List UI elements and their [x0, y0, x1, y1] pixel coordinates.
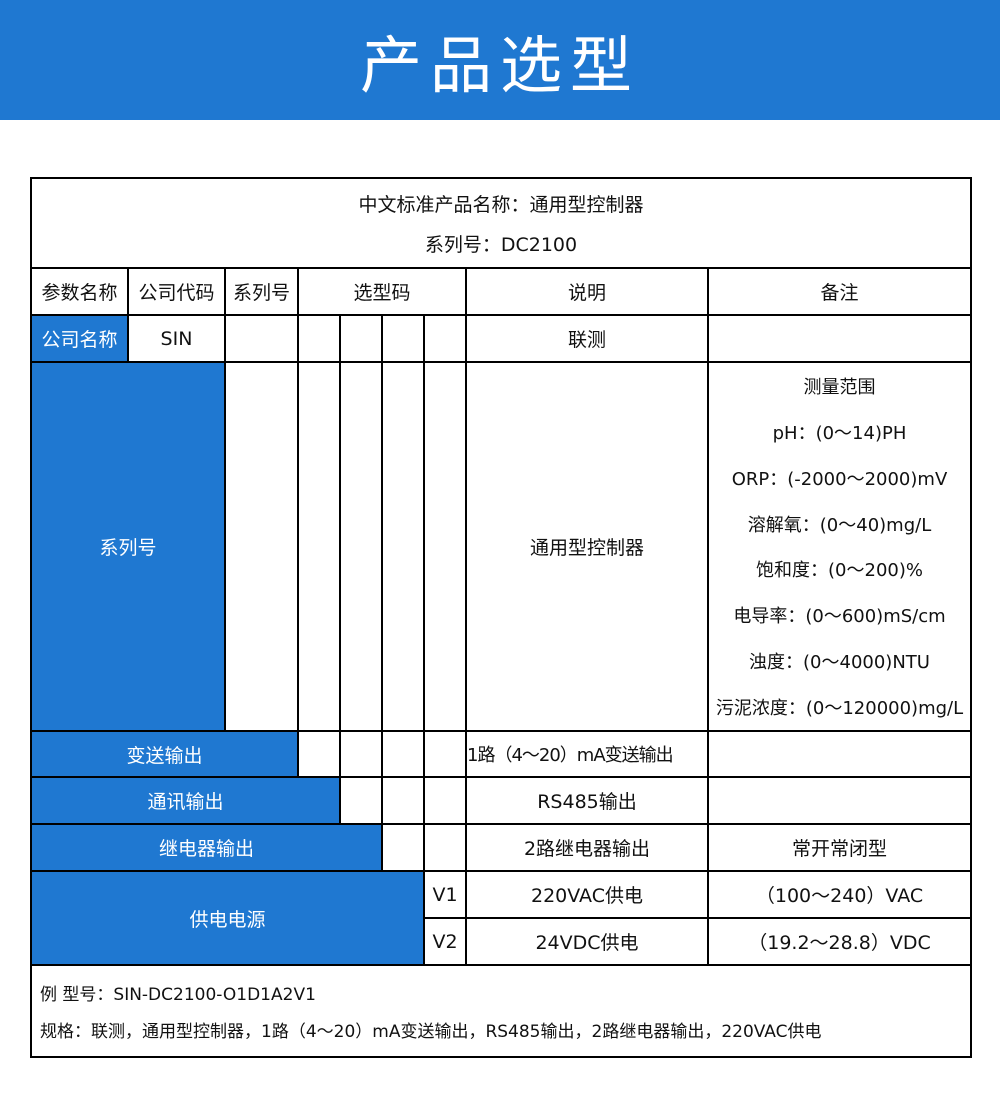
series-line: 系列号：DC2100 [424, 233, 578, 256]
empty-cell [297, 361, 341, 732]
table-title-cell: 中文标准产品名称：通用型控制器 系列号：DC2100 [30, 177, 972, 269]
example-spec: 规格：联测，通用型控制器，1路（4～20）mA变送输出，RS485输出，2路继电… [40, 1022, 822, 1042]
power-label: 供电电源 [30, 870, 425, 966]
empty-cell [423, 314, 467, 363]
header-company-code: 公司代码 [127, 267, 226, 316]
transmit-desc: 1路（4～20）mA变送输出 [465, 730, 709, 778]
relay-desc: 2路继电器输出 [465, 823, 709, 872]
empty-cell [423, 730, 467, 778]
range-item: 电导率：(0～600)mS/cm [733, 606, 946, 628]
measurement-range-list: 测量范围 pH：(0～14)PH ORP：(-2000～2000)mV 溶解氧：… [707, 361, 972, 732]
empty-cell [224, 361, 299, 732]
empty-cell [339, 730, 383, 778]
header-series: 系列号 [224, 267, 299, 316]
empty-cell [423, 823, 467, 872]
power-desc-v1: 220VAC供电 [465, 870, 709, 919]
empty-cell [423, 776, 467, 825]
range-item: 浊度：(0～4000)NTU [749, 652, 930, 674]
series-desc: 通用型控制器 [465, 361, 709, 732]
power-remark-v2: （19.2～28.8）VDC [707, 917, 972, 966]
range-item: pH：(0～14)PH [772, 422, 907, 444]
power-remark-v1: （100～240）VAC [707, 870, 972, 919]
empty-cell [381, 314, 425, 363]
empty-cell [423, 361, 467, 732]
range-item: 污泥浓度：(0～120000)mg/L [715, 698, 964, 720]
transmit-remark [707, 730, 972, 778]
empty-cell [339, 776, 383, 825]
banner: 产品选型 [0, 0, 1000, 120]
relay-remark: 常开常闭型 [707, 823, 972, 872]
empty-cell [297, 730, 341, 778]
empty-cell [339, 361, 383, 732]
empty-cell [381, 730, 425, 778]
example-cell: 例 型号：SIN-DC2100-O1D1A2V1 规格：联测，通用型控制器，1路… [30, 964, 972, 1058]
example-model: 例 型号：SIN-DC2100-O1D1A2V1 [40, 985, 316, 1005]
power-code-v2: V2 [423, 917, 467, 966]
empty-cell [381, 776, 425, 825]
header-remark: 备注 [707, 267, 972, 316]
range-item: 溶解氧：(0～40)mg/L [747, 514, 932, 536]
company-desc: 联测 [465, 314, 709, 363]
comm-remark [707, 776, 972, 825]
empty-cell [381, 361, 425, 732]
page-title: 产品选型 [359, 29, 640, 102]
header-selection-code: 选型码 [297, 267, 467, 316]
header-description: 说明 [465, 267, 709, 316]
empty-cell [381, 823, 425, 872]
company-code: SIN [127, 314, 226, 363]
comm-label: 通讯输出 [30, 776, 341, 825]
power-code-v1: V1 [423, 870, 467, 919]
series-label: 系列号 [30, 361, 226, 732]
empty-cell [224, 314, 299, 363]
empty-cell [339, 314, 383, 363]
company-label: 公司名称 [30, 314, 129, 363]
product-name: 中文标准产品名称：通用型控制器 [358, 193, 644, 216]
power-desc-v2: 24VDC供电 [465, 917, 709, 966]
range-item: ORP：(-2000～2000)mV [731, 468, 948, 490]
header-param-name: 参数名称 [30, 267, 129, 316]
relay-label: 继电器输出 [30, 823, 383, 872]
empty-cell [297, 314, 341, 363]
comm-desc: RS485输出 [465, 776, 709, 825]
transmit-label: 变送输出 [30, 730, 299, 778]
range-item: 测量范围 [803, 376, 876, 398]
empty-cell [707, 314, 972, 363]
range-item: 饱和度：(0～200)% [756, 560, 923, 582]
